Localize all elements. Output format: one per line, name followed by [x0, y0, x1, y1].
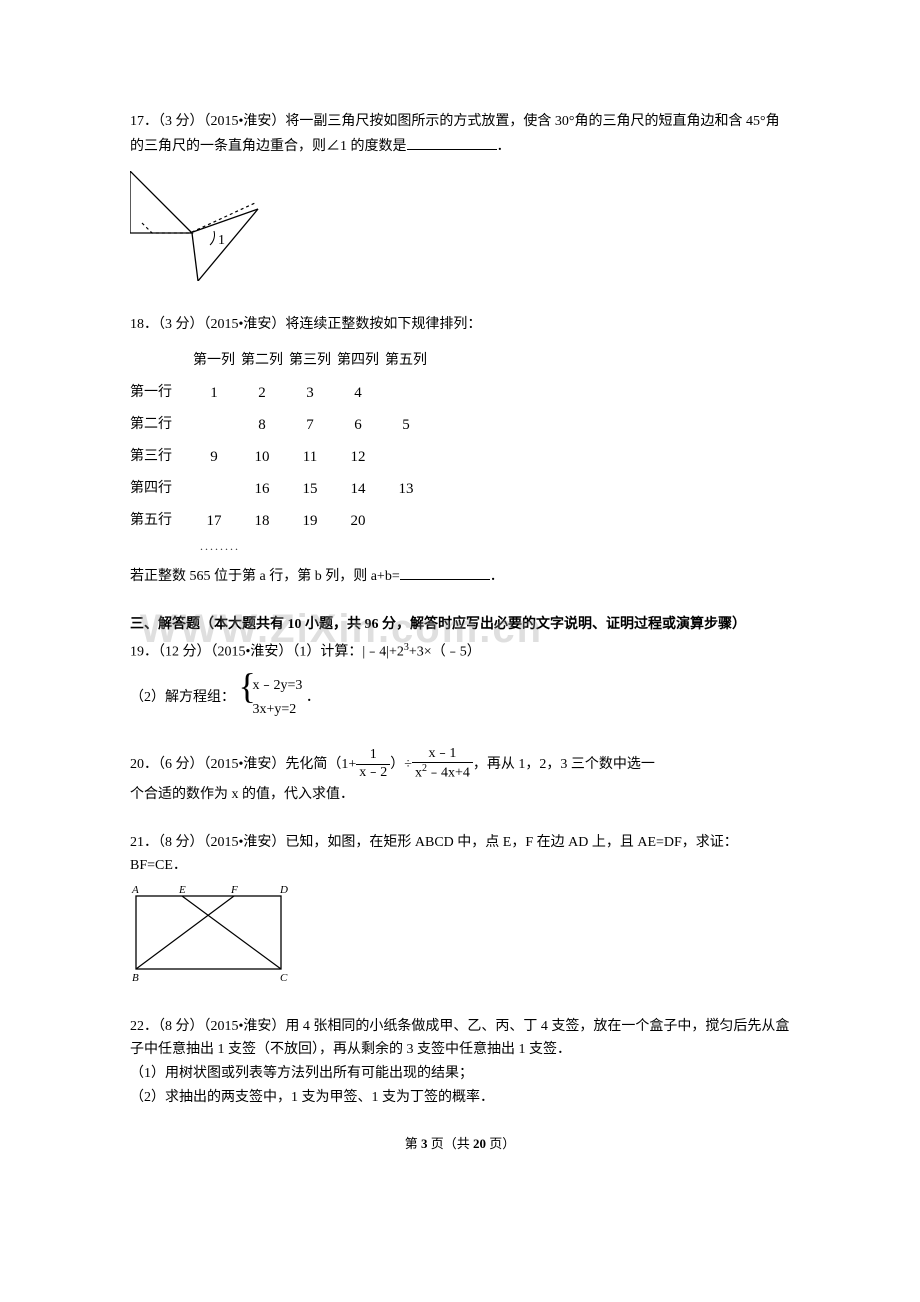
label-D: D	[279, 884, 288, 896]
q21-text: 21．（8 分）（2015•淮安）已知，如图，在矩形 ABCD 中，点 E，F …	[130, 831, 790, 879]
q18-table: 第一列 第二列 第三列 第四列 第五列 第一行 1 2 3 4 第二行 8 7 …	[130, 345, 790, 556]
question-18: 18．（3 分）（2015•淮安）将连续正整数按如下规律排列： 第一列 第二列 …	[130, 313, 790, 589]
col-header-2: 第二列	[238, 350, 286, 372]
q20-line2: 个合适的数作为 x 的值，代入求值．	[130, 783, 790, 807]
cell: 16	[238, 477, 286, 501]
q22-p1: 22．（8 分）（2015•淮安）用 4 张相同的小纸条做成甲、乙、丙、丁 4 …	[130, 1015, 790, 1063]
question-19: 19．（12 分）（2015•淮安）（1）计算：|﹣4|+23+3×（﹣5） （…	[130, 639, 790, 722]
question-20: 20．（6 分）（2015•淮安）先化简（1+1x﹣2）÷x﹣1x2﹣4x+4，…	[130, 746, 790, 807]
cell: 9	[190, 445, 238, 469]
q17-diagram: 1	[130, 171, 790, 289]
row-label: 第二行	[130, 414, 190, 436]
frac2-num: x﹣1	[412, 746, 473, 764]
cell: 14	[334, 477, 382, 501]
cell: 8	[238, 413, 286, 437]
q18-header-row: 第一列 第二列 第三列 第四列 第五列	[130, 345, 790, 377]
footer-a: 第	[405, 1136, 421, 1151]
table-row: 第四行 16 15 14 13	[130, 473, 790, 505]
section-3-title: 三、解答题（本大题共有 10 小题，共 96 分，解答时应写出必要的文字说明、证…	[130, 613, 790, 637]
cell: 20	[334, 509, 382, 533]
row-label: 第五行	[130, 510, 190, 532]
q19-line1: 19．（12 分）（2015•淮安）（1）计算：|﹣4|+23+3×（﹣5）	[130, 639, 790, 664]
cell: 17	[190, 509, 238, 533]
label-B: B	[132, 972, 139, 982]
q18-intro: 18．（3 分）（2015•淮安）将连续正整数按如下规律排列：	[130, 313, 790, 337]
footer-c: 页）	[486, 1136, 515, 1151]
q20-line1: 20．（6 分）（2015•淮安）先化简（1+1x﹣2）÷x﹣1x2﹣4x+4，…	[130, 746, 790, 783]
fraction-2: x﹣1x2﹣4x+4	[412, 746, 473, 783]
cell: 10	[238, 445, 286, 469]
eq-2: 3x+y=2	[253, 702, 297, 717]
triangle-ruler-icon: 1	[130, 171, 260, 281]
table-row: 第三行 9 10 11 12	[130, 441, 790, 473]
frac2-den-b: ﹣4x+4	[427, 766, 470, 781]
q20-mid: ）÷	[390, 756, 412, 771]
fraction-1: 1x﹣2	[356, 747, 390, 782]
col-header-5: 第五列	[382, 350, 430, 372]
col-header-3: 第三列	[286, 350, 334, 372]
q18-blank	[400, 564, 490, 580]
row-label: 第四行	[130, 478, 190, 500]
question-22: 22．（8 分）（2015•淮安）用 4 张相同的小纸条做成甲、乙、丙、丁 4 …	[130, 1015, 790, 1110]
question-21: 21．（8 分）（2015•淮安）已知，如图，在矩形 ABCD 中，点 E，F …	[130, 831, 790, 991]
q19-l1b: +3×（﹣5）	[409, 644, 481, 659]
question-17: 17．（3 分）（2015•淮安）将一副三角尺按如图所示的方式放置，使含 30°…	[130, 110, 790, 289]
q19-l2-label: （2）解方程组：	[130, 690, 235, 705]
cell: 1	[190, 381, 238, 405]
cell: 19	[286, 509, 334, 533]
q18-tail-prefix: 若正整数 565 位于第 a 行，第 b 列，则 a+b=	[130, 569, 400, 584]
q18-tail: 若正整数 565 位于第 a 行，第 b 列，则 a+b= ．	[130, 564, 790, 589]
q20-prefix: 20．（6 分）（2015•淮安）先化简（1+	[130, 756, 356, 771]
q21-diagram: A E F D B C	[130, 882, 790, 990]
label-E: E	[178, 884, 186, 896]
table-row: 第二行 8 7 6 5	[130, 409, 790, 441]
cell: 7	[286, 413, 334, 437]
q22-p3: （2）求抽出的两支签中，1 支为甲签、1 支为丁签的概率．	[130, 1086, 790, 1110]
frac2-den: x2﹣4x+4	[412, 763, 473, 782]
row-label: 第一行	[130, 382, 190, 404]
q19-line2: （2）解方程组： x﹣2y=3 3x+y=2 ．	[130, 674, 790, 722]
frac2-den-a: x	[415, 766, 422, 781]
col-header-4: 第四列	[334, 350, 382, 372]
q18-tail-suffix: ．	[490, 569, 504, 584]
frac1-num: 1	[356, 747, 390, 765]
label-F: F	[230, 884, 238, 896]
footer-b: 页（共	[427, 1136, 473, 1151]
cell: 18	[238, 509, 286, 533]
q19-l1a: 19．（12 分）（2015•淮安）（1）计算：|﹣4|+2	[130, 644, 404, 659]
frac1-den: x﹣2	[356, 765, 390, 782]
cell: 13	[382, 477, 430, 501]
q22-p2: （1）用树状图或列表等方法列出所有可能出现的结果；	[130, 1062, 790, 1086]
table-row: 第五行 17 18 19 20	[130, 505, 790, 537]
q19-period: ．	[306, 690, 320, 705]
eq-1: x﹣2y=3	[253, 678, 303, 693]
cell: 6	[334, 413, 382, 437]
table-row: 第一行 1 2 3 4	[130, 377, 790, 409]
section-title-text: 三、解答题（本大题共有 10 小题，共 96 分，解答时应写出必要的文字说明、证…	[130, 617, 746, 632]
label-A: A	[131, 884, 139, 896]
ellipsis: ........	[130, 537, 790, 556]
cell: 4	[334, 381, 382, 405]
q17-text: 17．（3 分）（2015•淮安）将一副三角尺按如图所示的方式放置，使含 30°…	[130, 110, 790, 159]
footer-total: 20	[473, 1136, 486, 1151]
q20-after: ，再从 1，2，3 三个数中选一	[473, 756, 655, 771]
cell: 15	[286, 477, 334, 501]
row-label: 第三行	[130, 446, 190, 468]
equation-system: x﹣2y=3 3x+y=2	[239, 674, 303, 722]
page-footer: 第 3 页（共 20 页）	[130, 1134, 790, 1155]
cell: 12	[334, 445, 382, 469]
col-header-1: 第一列	[190, 350, 238, 372]
rectangle-diagram-icon: A E F D B C	[130, 882, 300, 982]
cell: 2	[238, 381, 286, 405]
label-C: C	[280, 972, 288, 982]
cell: 3	[286, 381, 334, 405]
q17-suffix: ．	[497, 139, 511, 154]
cell: 5	[382, 413, 430, 437]
q17-blank	[407, 134, 497, 150]
cell: 11	[286, 445, 334, 469]
svg-text:1: 1	[218, 233, 225, 248]
